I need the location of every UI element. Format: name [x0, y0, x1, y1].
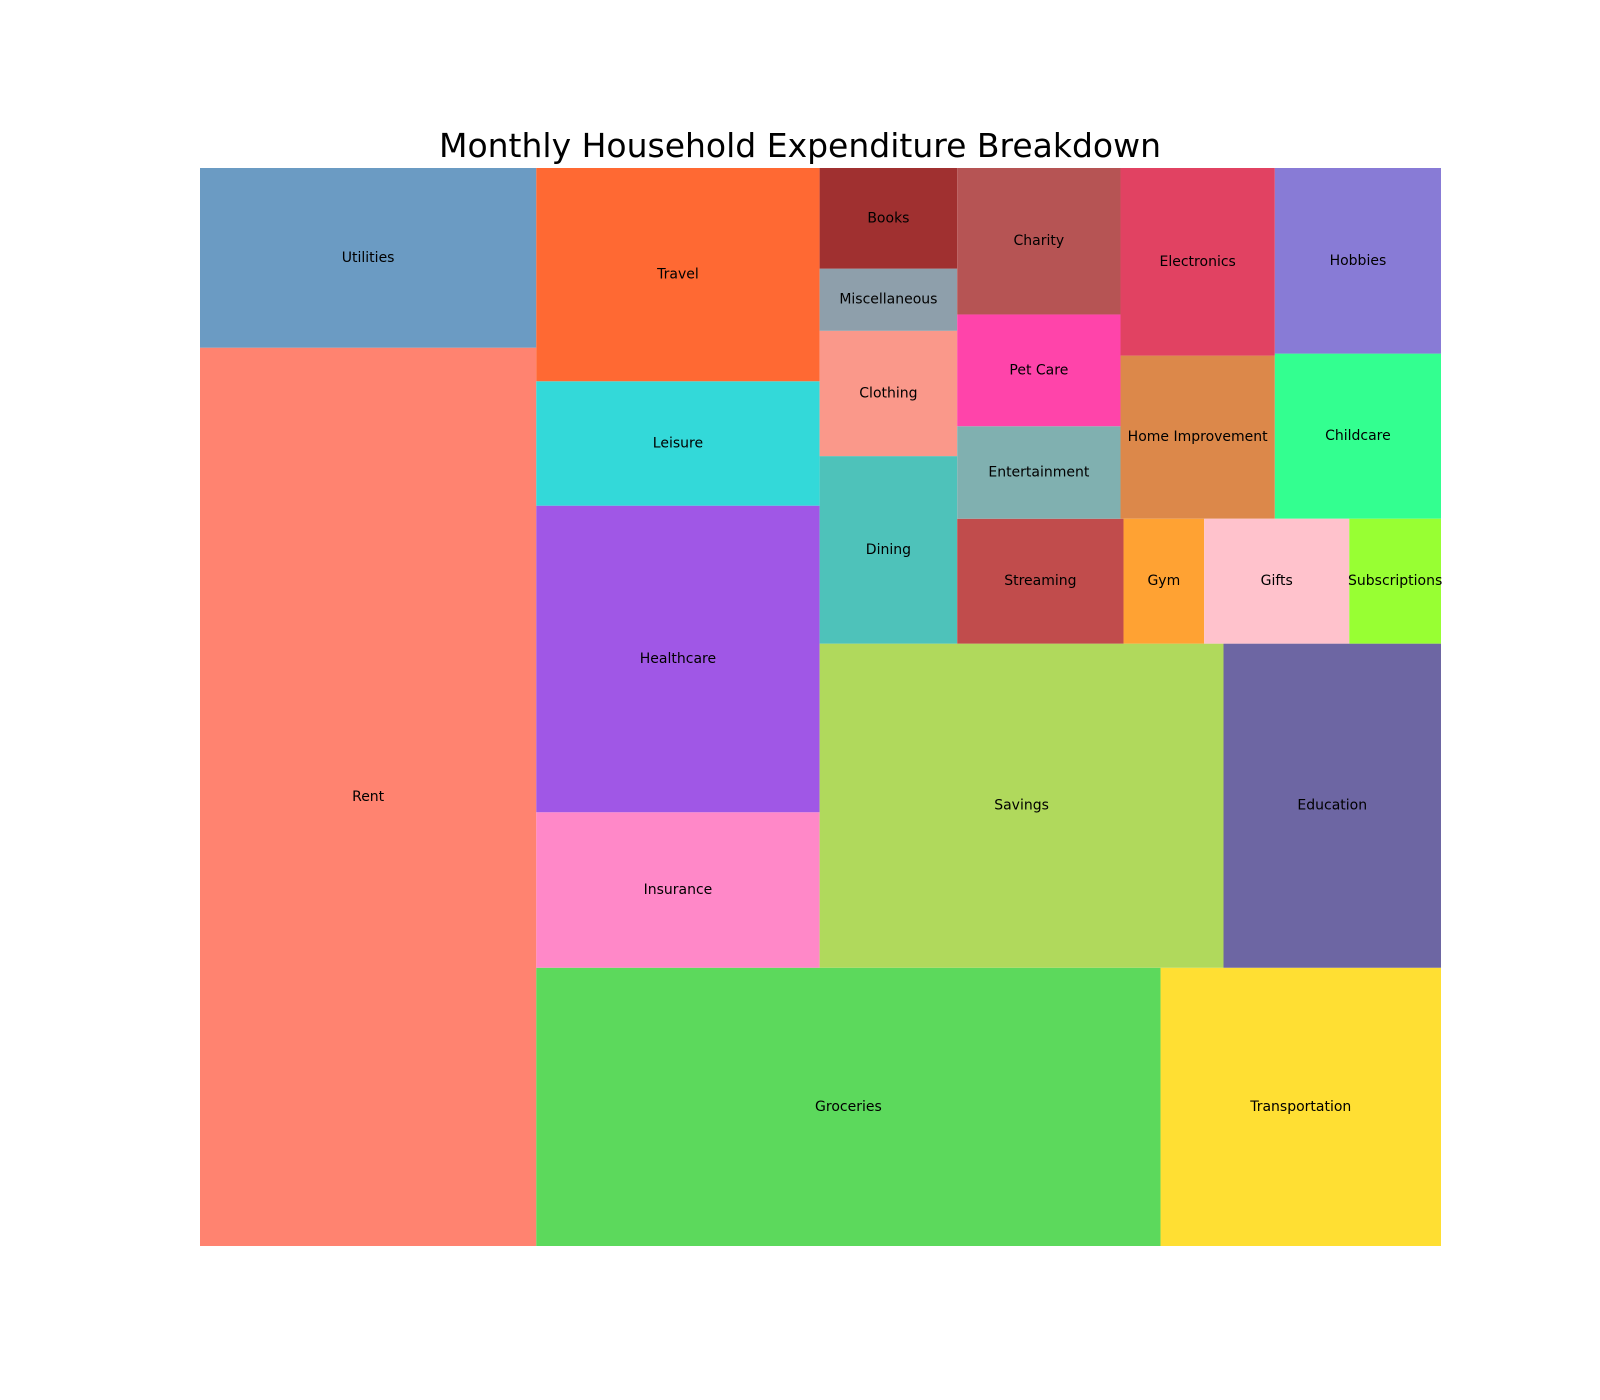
tile-rect — [819, 643, 1224, 968]
tile-subscriptions: Subscriptions — [1348, 518, 1442, 644]
tile-label: Insurance — [644, 882, 713, 898]
tile-label: Gifts — [1261, 573, 1293, 589]
tile-label: Charity — [1014, 233, 1065, 249]
tile-label: Books — [867, 210, 909, 226]
tile-rect — [536, 168, 820, 382]
tile-rect — [957, 518, 1124, 644]
tile-rect — [1274, 353, 1441, 519]
tile-rect — [1204, 518, 1350, 644]
tile-gym: Gym — [1123, 518, 1205, 644]
tile-label: Streaming — [1004, 573, 1076, 589]
tile-label: Dining — [866, 542, 911, 558]
tile-label: Miscellaneous — [839, 292, 937, 308]
tile-rect — [536, 812, 820, 968]
tile-label: Travel — [656, 267, 699, 283]
tile-label: Home Improvement — [1128, 429, 1268, 445]
tile-rect — [1120, 168, 1275, 356]
tile-insurance: Insurance — [536, 812, 820, 968]
tile-rect — [957, 168, 1121, 315]
tile-rect — [1274, 168, 1441, 354]
tile-rect — [957, 314, 1121, 427]
tile-label: Healthcare — [640, 651, 716, 667]
tile-label: Savings — [994, 798, 1049, 814]
tile-hobbies: Hobbies — [1274, 168, 1441, 354]
tile-label: Clothing — [859, 385, 917, 401]
tile-rect — [819, 330, 958, 457]
tile-rect — [1349, 518, 1441, 644]
tile-label: Gym — [1147, 573, 1180, 589]
tile-rect — [200, 347, 537, 1247]
tile-rect — [1123, 518, 1205, 644]
tile-rect — [536, 967, 1161, 1246]
tile-charity: Charity — [957, 168, 1121, 315]
tile-transportation: Transportation — [1160, 967, 1441, 1246]
tile-rect — [957, 426, 1121, 519]
tile-label: Childcare — [1325, 428, 1391, 444]
tile-entertainment: Entertainment — [957, 426, 1121, 519]
tile-rent: Rent — [200, 347, 537, 1247]
tile-label: Transportation — [1249, 1099, 1351, 1115]
tile-travel: Travel — [536, 168, 820, 382]
tile-leisure: Leisure — [536, 381, 820, 506]
tile-savings: Savings — [819, 643, 1224, 968]
tile-rect — [1120, 355, 1275, 519]
tile-dining: Dining — [819, 456, 958, 644]
tile-label: Entertainment — [988, 464, 1090, 480]
tile-gifts: Gifts — [1204, 518, 1350, 644]
tile-electronics: Electronics — [1120, 168, 1275, 356]
tile-childcare: Childcare — [1274, 353, 1441, 519]
tile-groceries: Groceries — [536, 967, 1161, 1246]
tile-rect — [200, 168, 537, 348]
tile-miscellaneous: Miscellaneous — [819, 268, 958, 331]
tile-label: Subscriptions — [1348, 573, 1442, 589]
tile-rect — [819, 268, 958, 331]
tile-label: Rent — [352, 789, 385, 805]
tile-education: Education — [1223, 643, 1441, 968]
tile-rect — [1223, 643, 1441, 968]
tile-label: Education — [1297, 798, 1367, 814]
tile-label: Groceries — [815, 1099, 882, 1115]
tile-streaming: Streaming — [957, 518, 1124, 644]
chart-title: Monthly Household Expenditure Breakdown — [438, 126, 1162, 165]
tile-label: Pet Care — [1009, 362, 1068, 378]
tile-books: Books — [819, 168, 958, 269]
tile-rect — [536, 505, 820, 813]
tile-label: Electronics — [1160, 254, 1236, 270]
tile-label: Leisure — [653, 435, 703, 451]
tile-label: Hobbies — [1330, 253, 1387, 269]
tile-pet-care: Pet Care — [957, 314, 1121, 427]
tile-rect — [819, 456, 958, 644]
tile-home-improvement: Home Improvement — [1120, 355, 1275, 519]
tile-healthcare: Healthcare — [536, 505, 820, 813]
tile-label: Utilities — [342, 250, 395, 266]
tile-utilities: Utilities — [200, 168, 537, 348]
tile-rect — [1160, 967, 1441, 1246]
tile-rect — [536, 381, 820, 506]
tile-clothing: Clothing — [819, 330, 958, 457]
tile-rect — [819, 168, 958, 269]
